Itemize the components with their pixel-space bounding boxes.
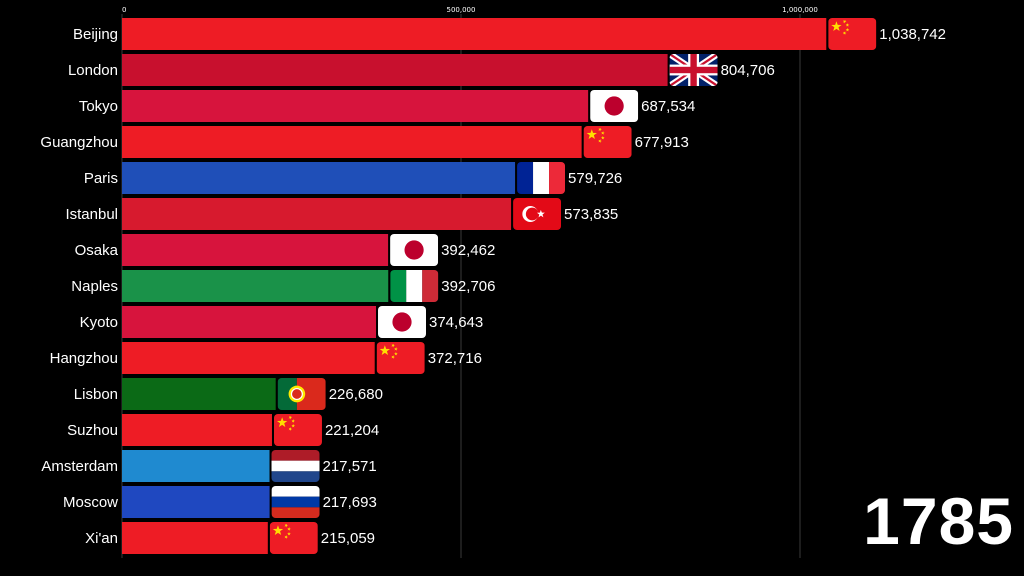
value-label: 804,706 [721,62,775,79]
bar [122,18,827,50]
bar-row: Amsterdam 217,571 [41,450,377,482]
bar-row: Suzhou 221,204 [67,414,379,446]
category-label: London [68,62,118,79]
bar-row: Beijing 1,038,742 [73,18,946,50]
bar [122,270,389,302]
value-label: 217,693 [323,494,377,511]
value-label: 1,038,742 [879,26,946,43]
uk-flag [669,54,718,86]
bar-row: London 804,706 [68,54,775,86]
year-label: 1785 [863,484,1014,558]
bar-row: Xi'an 215,059 [85,522,375,554]
bar [122,126,582,158]
category-label: Suzhou [67,422,118,439]
value-label: 687,534 [641,98,695,115]
japan-flag [590,90,639,122]
value-label: 372,716 [428,350,482,367]
bar [122,342,375,374]
bar [122,90,589,122]
netherlands-flag [271,450,320,482]
russia-flag [271,486,320,518]
value-label: 215,059 [321,530,375,547]
x-axis-ticks: 0 500,000 1,000,000 [122,6,818,14]
france-flag [517,162,566,194]
portugal-flag [277,378,326,410]
value-label: 573,835 [564,206,618,223]
category-label: Lisbon [74,386,118,403]
china-flag [269,522,318,554]
x-tick-label: 500,000 [447,6,476,14]
category-label: Naples [71,278,118,295]
bar [122,54,668,86]
bar-row: Paris 579,726 [84,162,622,194]
bars: Beijing 1,038,742 London 804,706 Tokyo 687,53… [40,18,946,554]
value-label: 392,706 [441,278,495,295]
category-label: Istanbul [65,206,118,223]
turkey-flag [513,198,562,230]
bar-row: Tokyo 687,534 [79,90,695,122]
x-tick-label: 1,000,000 [782,6,818,14]
bar-row: Kyoto 374,643 [80,306,483,338]
bar-row: Lisbon 226,680 [74,378,383,410]
category-label: Kyoto [80,314,118,331]
bar-row: Osaka 392,462 [75,234,495,266]
bar-row: Moscow 217,693 [63,486,377,518]
category-label: Osaka [75,242,119,259]
category-label: Tokyo [79,98,118,115]
value-label: 217,571 [323,458,377,475]
bar [122,306,377,338]
bar [122,450,270,482]
bar [122,414,272,446]
value-label: 226,680 [329,386,383,403]
category-label: Xi'an [85,530,118,547]
china-flag [828,18,877,50]
bar [122,162,516,194]
category-label: Moscow [63,494,118,511]
china-flag [583,126,632,158]
bar [122,522,268,554]
value-label: 221,204 [325,422,379,439]
bar-row: Guangzhou 677,913 [40,126,689,158]
bar-row: Naples 392,706 [71,270,495,302]
category-label: Paris [84,170,118,187]
x-tick-label: 0 [122,6,126,14]
value-label: 392,462 [441,242,495,259]
china-flag [376,342,425,374]
value-label: 579,726 [568,170,622,187]
japan-flag [390,234,439,266]
bar-row: Hangzhou 372,716 [50,342,482,374]
category-label: Hangzhou [50,350,118,367]
category-label: Beijing [73,26,118,43]
category-label: Amsterdam [41,458,118,475]
italy-flag [390,270,439,302]
bar [122,234,389,266]
bar [122,198,512,230]
china-flag [273,414,322,446]
value-label: 677,913 [635,134,689,151]
bar-row: Istanbul 573,835 [65,198,618,230]
bar [122,486,270,518]
value-label: 374,643 [429,314,483,331]
bar [122,378,276,410]
japan-flag [378,306,427,338]
category-label: Guangzhou [40,134,118,151]
